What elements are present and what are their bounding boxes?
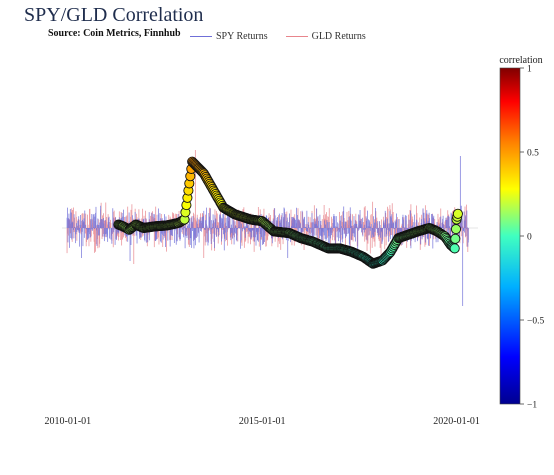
- legend-label-gld: GLD Returns: [311, 31, 366, 42]
- legend-label-spy: SPY Returns: [216, 31, 268, 42]
- legend-item-gld[interactable]: GLD Returns: [285, 31, 366, 42]
- colorbar-gradient: [499, 67, 521, 405]
- gld-returns-line: [66, 150, 469, 264]
- chart-subtitle: Source: Coin Metrics, Finnhub: [48, 28, 181, 39]
- correlation-marker: [450, 224, 462, 235]
- x-tick-label: 2015-01-01: [239, 416, 286, 427]
- colorbar-tick-label: 0.5: [527, 149, 539, 159]
- colorbar-tick-label: 0: [527, 233, 532, 243]
- legend-swatch-gld: [285, 36, 308, 37]
- chart-title: SPY/GLD Correlation: [24, 4, 204, 26]
- colorbar-tick-label: 1: [527, 65, 532, 75]
- x-axis: 2010-01-01 2015-01-01 2020-01-01: [44, 416, 479, 427]
- colorbar-tick-label: −0.5: [527, 317, 544, 327]
- legend-item-spy[interactable]: SPY Returns: [190, 31, 268, 42]
- plot-area: [62, 150, 478, 306]
- legend: SPY Returns GLD Returns: [190, 31, 366, 42]
- colorbar: correlation 1 0.5 0 −0.5 −1: [499, 55, 544, 411]
- colorbar-title: correlation: [499, 55, 542, 66]
- correlation-marker: [452, 208, 463, 219]
- x-tick-label: 2010-01-01: [44, 416, 91, 427]
- x-tick-label: 2020-01-01: [433, 416, 480, 427]
- correlation-marker: [449, 243, 460, 254]
- colorbar-tick-label: −1: [527, 401, 537, 411]
- legend-swatch-spy: [190, 36, 212, 37]
- correlation-marker: [450, 233, 461, 244]
